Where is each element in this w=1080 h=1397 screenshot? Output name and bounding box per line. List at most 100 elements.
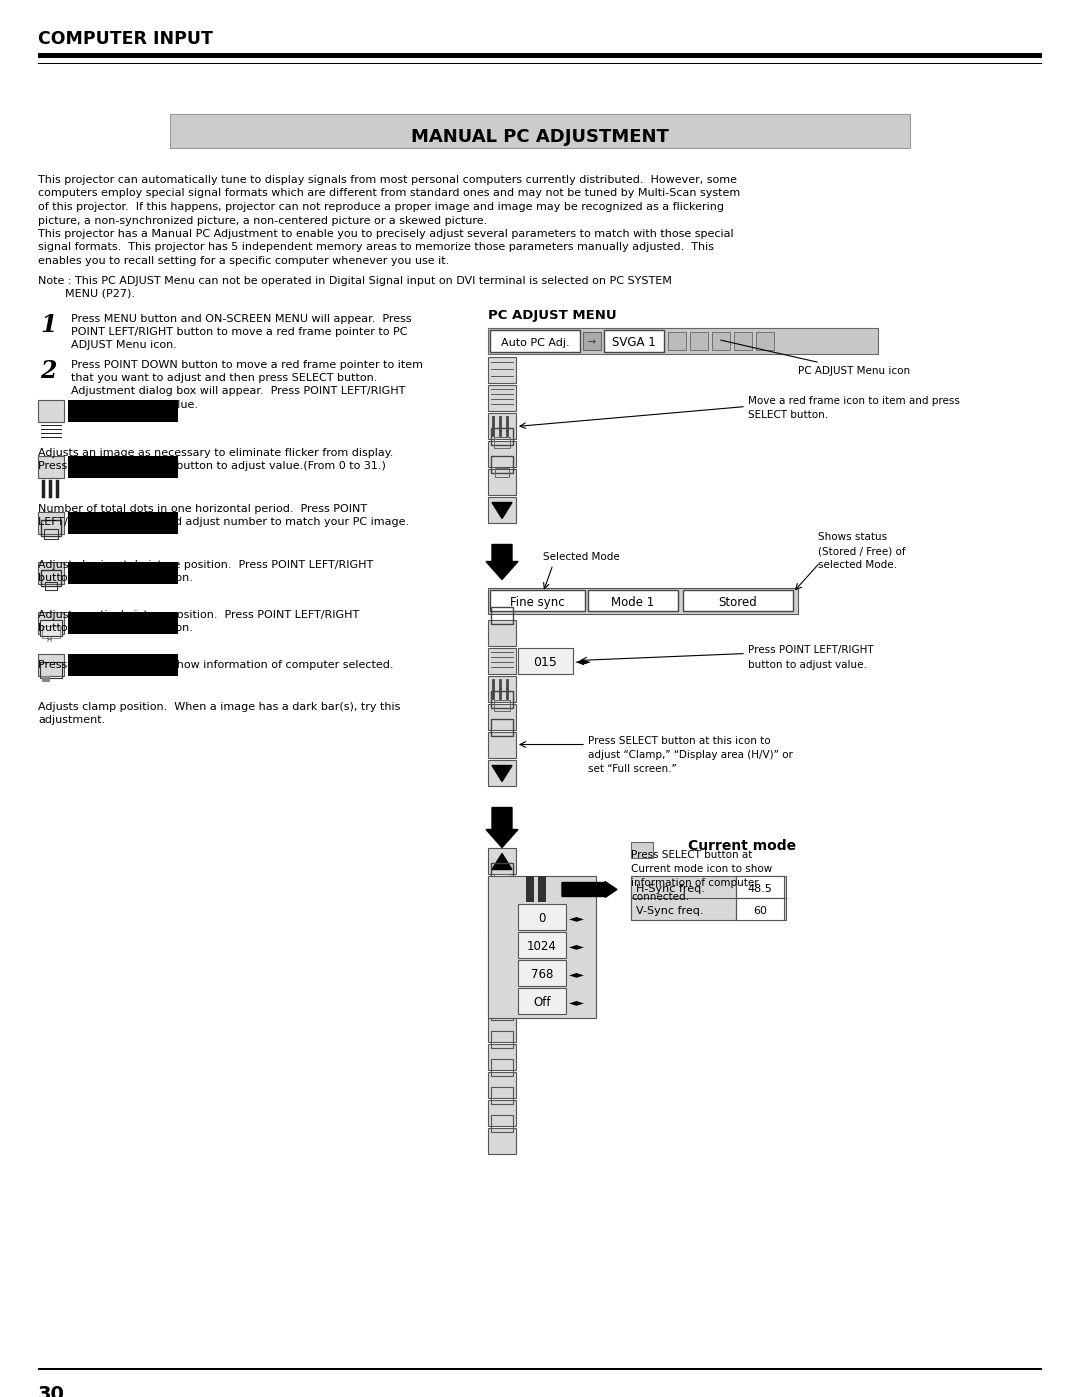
Text: 60: 60 xyxy=(753,905,767,915)
Polygon shape xyxy=(492,503,512,518)
Text: 2: 2 xyxy=(40,359,56,384)
Text: ◄►: ◄► xyxy=(569,970,585,979)
Bar xyxy=(488,960,516,985)
Bar xyxy=(518,904,566,929)
Bar xyxy=(68,511,178,534)
Bar xyxy=(38,654,64,676)
Text: ADJUST Menu icon.: ADJUST Menu icon. xyxy=(71,341,177,351)
Bar xyxy=(38,400,64,422)
Text: ◄►: ◄► xyxy=(569,914,585,923)
Text: Press SELECT button to show information of computer selected.: Press SELECT button to show information … xyxy=(38,659,393,669)
Text: button to adjust value.: button to adjust value. xyxy=(71,400,198,409)
Bar xyxy=(518,647,573,673)
Text: ◄►: ◄► xyxy=(569,942,585,951)
Bar xyxy=(491,918,513,936)
Text: Press SELECT button at this icon to
adjust “Clamp,” “Display area (H/V)” or
set : Press SELECT button at this icon to adju… xyxy=(588,736,793,774)
Text: 30: 30 xyxy=(38,1384,65,1397)
Bar xyxy=(690,331,708,349)
Text: H-Sync freq.: H-Sync freq. xyxy=(636,883,705,894)
Bar xyxy=(40,662,62,678)
Text: Fine sync: Fine sync xyxy=(510,597,565,609)
Bar xyxy=(38,53,1042,59)
FancyArrow shape xyxy=(486,545,518,580)
Bar xyxy=(41,520,60,535)
Text: Off: Off xyxy=(534,996,551,1009)
Bar xyxy=(170,115,910,148)
Bar xyxy=(488,988,516,1013)
Text: Adjusts vertical picture position.  Press POINT LEFT/RIGHT: Adjusts vertical picture position. Press… xyxy=(38,609,360,619)
Bar xyxy=(68,455,178,478)
Bar xyxy=(491,427,513,444)
Bar xyxy=(491,1003,513,1020)
Text: Adjusts horizontal picture position.  Press POINT LEFT/RIGHT: Adjusts horizontal picture position. Pre… xyxy=(38,560,374,570)
Bar xyxy=(491,890,513,908)
Bar xyxy=(490,590,585,610)
Bar xyxy=(488,440,516,467)
Text: Current mode: Current mode xyxy=(688,840,796,854)
Text: 768: 768 xyxy=(530,968,553,981)
Bar xyxy=(494,700,510,711)
Bar xyxy=(491,1115,513,1132)
Bar xyxy=(631,841,653,858)
Bar xyxy=(488,647,516,673)
Text: Clamp: Clamp xyxy=(102,680,145,693)
Bar xyxy=(631,876,786,919)
Text: Press POINT LEFT/RIGHT
button to adjust value.: Press POINT LEFT/RIGHT button to adjust … xyxy=(748,645,874,669)
Bar xyxy=(669,331,686,349)
Bar xyxy=(488,876,596,1017)
Bar xyxy=(68,654,178,676)
Bar xyxy=(495,468,509,476)
Bar xyxy=(41,570,60,585)
Text: This projector can automatically tune to display signals from most personal comp: This projector can automatically tune to… xyxy=(38,175,737,184)
Text: 015: 015 xyxy=(534,657,557,669)
Text: picture, a non-synchronized picture, a non-centered picture or a skewed picture.: picture, a non-synchronized picture, a n… xyxy=(38,215,487,225)
Bar xyxy=(38,455,64,478)
Text: Press SELECT button at
Current mode icon to show
information of computer
connect: Press SELECT button at Current mode icon… xyxy=(631,849,772,901)
Text: SVGA 1: SVGA 1 xyxy=(612,337,656,349)
Text: enables you to recall setting for a specific computer whenever you use it.: enables you to recall setting for a spec… xyxy=(38,256,449,265)
Bar xyxy=(42,626,60,637)
Bar xyxy=(491,1031,513,1048)
Text: computers employ special signal formats which are different from standard ones a: computers employ special signal formats … xyxy=(38,189,740,198)
Text: button(s) to adjust position.: button(s) to adjust position. xyxy=(38,573,193,583)
Bar xyxy=(488,760,516,785)
Text: Shows status
(Stored / Free) of
selected Mode.: Shows status (Stored / Free) of selected… xyxy=(818,532,906,570)
Bar xyxy=(735,897,784,919)
Bar xyxy=(488,468,516,495)
Bar xyxy=(68,562,178,584)
Text: MANUAL PC ADJUSTMENT: MANUAL PC ADJUSTMENT xyxy=(411,129,669,147)
Text: Auto PC Adj.: Auto PC Adj. xyxy=(501,338,569,348)
Bar xyxy=(491,862,513,880)
Text: Adjustment dialog box will appear.  Press POINT LEFT/RIGHT: Adjustment dialog box will appear. Press… xyxy=(71,387,405,397)
Text: Horizontal: Horizontal xyxy=(86,538,159,550)
Text: PC ADJUST MENU: PC ADJUST MENU xyxy=(488,310,617,323)
Text: Total dots: Total dots xyxy=(89,482,158,495)
Bar xyxy=(488,704,516,729)
Bar xyxy=(488,356,516,383)
Bar xyxy=(518,932,566,957)
Bar xyxy=(491,975,513,992)
Bar xyxy=(488,1099,516,1126)
Text: H: H xyxy=(46,637,51,643)
Bar xyxy=(488,904,516,929)
Text: Vertical: Vertical xyxy=(96,588,150,601)
Bar xyxy=(38,511,64,534)
Bar xyxy=(488,327,878,353)
Text: COMPUTER INPUT: COMPUTER INPUT xyxy=(38,29,213,47)
Text: Press POINT DOWN button to move a red frame pointer to item: Press POINT DOWN button to move a red fr… xyxy=(71,359,423,369)
Bar xyxy=(488,1044,516,1070)
Text: button(s) to adjust position.: button(s) to adjust position. xyxy=(38,623,193,633)
Text: ◄►: ◄► xyxy=(569,997,585,1007)
Bar xyxy=(44,528,58,538)
Text: Note : This PC ADJUST Menu can not be operated in Digital Signal input on DVI te: Note : This PC ADJUST Menu can not be op… xyxy=(38,275,672,285)
Text: 0: 0 xyxy=(538,912,545,925)
Bar xyxy=(491,947,513,964)
Text: Press MENU button and ON-SCREEN MENU will appear.  Press: Press MENU button and ON-SCREEN MENU wil… xyxy=(71,313,411,324)
Bar xyxy=(518,988,566,1013)
Bar xyxy=(491,1087,513,1104)
Bar xyxy=(488,496,516,522)
Bar xyxy=(712,331,730,349)
Bar xyxy=(538,876,546,901)
Bar xyxy=(491,690,513,707)
Bar xyxy=(734,331,752,349)
